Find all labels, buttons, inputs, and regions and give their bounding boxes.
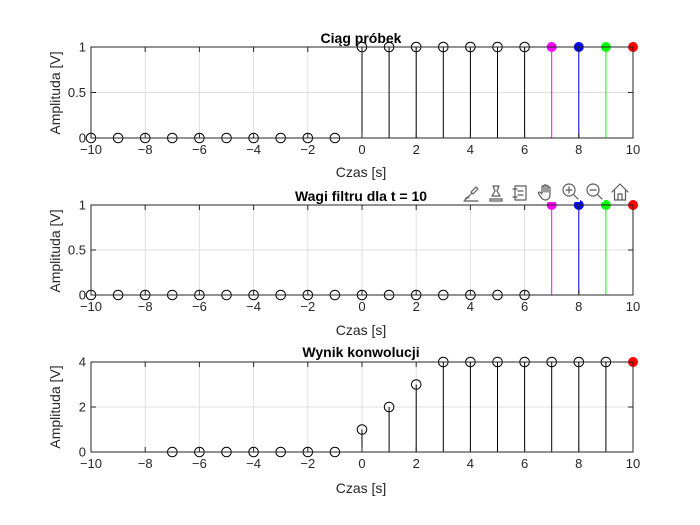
y-tick-labels: 00.51 — [68, 198, 86, 303]
y-tick-labels: 00.51 — [68, 40, 86, 146]
stem-marker — [383, 401, 395, 413]
x-tick-label: 8 — [575, 142, 582, 157]
subplot-title: Wagi filtru dla t = 10 — [295, 188, 427, 204]
subplot-filter-weights: −10 −8 −6 −4 −2 0 2 4 6 8 10 00.51 Wagi filtru dla… — [47, 188, 640, 338]
y-tick-label: 1 — [79, 40, 86, 55]
x-tick-label: −4 — [246, 456, 261, 471]
axes-box — [90, 361, 634, 453]
x-tick-label: −8 — [138, 456, 153, 471]
x-tick-label: 4 — [467, 456, 474, 471]
insert-legend-icon[interactable] — [510, 183, 530, 203]
brush-icon[interactable] — [462, 183, 482, 203]
x-tick-label: −2 — [300, 456, 315, 471]
x-axis-label: Czas [s] — [336, 480, 387, 496]
x-tick-labels: −10 −8 −6 −4 −2 0 2 4 6 8 10 — [80, 299, 640, 314]
x-tick-label: −6 — [192, 456, 207, 471]
x-tick-label: 6 — [521, 456, 528, 471]
stem-marker — [410, 379, 422, 390]
x-tick-label: 6 — [521, 299, 528, 314]
axes-box — [90, 204, 634, 296]
y-tick-label: 1 — [79, 198, 86, 213]
x-tick-label: −6 — [192, 299, 207, 314]
y-tick-label: 0 — [79, 445, 86, 460]
stem-marker — [356, 424, 368, 435]
y-tick-label: 0 — [79, 288, 86, 303]
subplot-title: Ciąg próbek — [321, 30, 402, 46]
y-axis-label: Amplituda [V] — [47, 209, 63, 292]
axes-toolbar — [462, 182, 630, 203]
x-tick-label: 2 — [413, 142, 420, 157]
data-cursor-icon[interactable] — [486, 183, 506, 203]
x-tick-label: −10 — [80, 299, 102, 314]
y-tick-label: 4 — [79, 355, 86, 370]
axes-box — [90, 46, 634, 139]
y-tick-label: 0.5 — [68, 243, 86, 258]
x-tick-label: 2 — [413, 299, 420, 314]
x-tick-label: −4 — [246, 299, 261, 314]
x-tick-label: −8 — [138, 299, 153, 314]
x-tick-label: 8 — [575, 456, 582, 471]
x-tick-label: −2 — [300, 142, 315, 157]
y-tick-label: 2 — [79, 400, 86, 415]
x-axis-label: Czas [s] — [336, 164, 387, 180]
zoom-out-icon[interactable] — [584, 182, 604, 202]
x-tick-label: 6 — [521, 142, 528, 157]
x-tick-label: 4 — [467, 142, 474, 157]
y-axis-label: Amplituda [V] — [47, 51, 63, 134]
x-tick-label: −10 — [80, 142, 102, 157]
x-tick-label: 10 — [626, 456, 640, 471]
x-tick-label: 0 — [358, 456, 365, 471]
pan-hand-icon[interactable] — [536, 182, 556, 202]
x-tick-label: −10 — [80, 456, 102, 471]
x-tick-label: −6 — [192, 142, 207, 157]
x-tick-label: 10 — [626, 142, 640, 157]
x-tick-label: 2 — [413, 456, 420, 471]
x-tick-label: 0 — [358, 299, 365, 314]
subplot-convolution-result: −10 −8 −6 −4 −2 0 2 4 6 8 10 024 Wynik konwolucji … — [47, 344, 640, 496]
subplot-samples: −10 −8 −6 −4 −2 0 2 4 6 8 10 00.51 Ciąg próbek Cza… — [47, 30, 640, 180]
x-tick-label: 4 — [467, 299, 474, 314]
x-tick-label: −4 — [246, 142, 261, 157]
x-tick-label: 0 — [358, 142, 365, 157]
x-tick-labels: −10 −8 −6 −4 −2 0 2 4 6 8 10 — [80, 142, 640, 157]
x-tick-label: −8 — [138, 142, 153, 157]
x-tick-label: −2 — [300, 299, 315, 314]
y-tick-label: 0.5 — [68, 85, 86, 100]
home-icon[interactable] — [610, 182, 630, 202]
x-axis-label: Czas [s] — [336, 322, 387, 338]
zoom-in-icon[interactable] — [560, 182, 580, 202]
y-axis-label: Amplituda [V] — [47, 365, 63, 448]
x-tick-label: 8 — [575, 299, 582, 314]
y-tick-labels: 0 2 4 — [79, 355, 86, 460]
y-tick-label: 0 — [79, 131, 86, 146]
x-tick-label: 10 — [626, 299, 640, 314]
subplot-title: Wynik konwolucji — [302, 344, 419, 360]
x-tick-labels: −10 −8 −6 −4 −2 0 2 4 6 8 10 — [80, 456, 640, 471]
